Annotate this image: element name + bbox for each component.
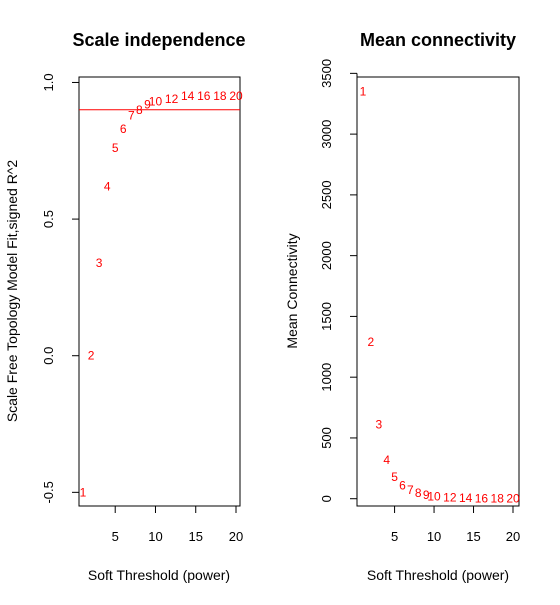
point-label-1: 1 <box>80 485 87 499</box>
scale-independence-panel: Scale independence 5 10 15 20 -0.50.00.51.0… <box>4 30 246 583</box>
y-axis: 0 500 1000 1500 2000 2500 3000 3500 <box>319 59 358 502</box>
point-label-16: 16 <box>197 89 211 103</box>
y-tick-label: -0.5 <box>41 481 56 503</box>
plot-frame <box>356 76 520 507</box>
point-label-2: 2 <box>368 335 375 349</box>
point-label-18: 18 <box>491 491 505 505</box>
x-tick-label: 20 <box>506 529 520 544</box>
y-tick-label: 3000 <box>319 120 334 149</box>
x-tick-label: 10 <box>427 529 441 544</box>
x-axis: 5 10 15 20 <box>391 505 520 544</box>
point-label-8: 8 <box>415 486 422 500</box>
point-label-18: 18 <box>213 89 227 103</box>
point-label-12: 12 <box>165 92 179 106</box>
point-label-3: 3 <box>96 256 103 270</box>
point-label-2: 2 <box>88 349 95 363</box>
point-label-9: 9 <box>423 488 430 502</box>
y-tick-label: 0.0 <box>41 347 56 365</box>
point-label-8: 8 <box>136 103 143 117</box>
x-tick-label: 15 <box>466 529 480 544</box>
point-label-14: 14 <box>459 491 473 505</box>
point-label-14: 14 <box>181 89 195 103</box>
x-tick-label: 15 <box>189 529 203 544</box>
point-label-9: 9 <box>144 97 151 111</box>
y-tick-label: 2000 <box>319 241 334 270</box>
y-tick-label: 0 <box>319 495 334 502</box>
chart-title: Scale independence <box>72 30 245 50</box>
y-axis-label: Mean Connectivity <box>284 233 300 348</box>
mean-connectivity-panel: Mean connectivity 5 10 15 20 05001000150020… <box>284 30 520 583</box>
point-label-5: 5 <box>112 141 119 155</box>
y-tick-label: 0.5 <box>41 210 56 228</box>
y-tick-label: 1000 <box>319 363 334 392</box>
y-tick-label: 2500 <box>319 180 334 209</box>
point-label-4: 4 <box>104 179 111 193</box>
x-axis-label: Soft Threshold (power) <box>88 567 230 583</box>
point-label-6: 6 <box>120 122 127 136</box>
point-label-10: 10 <box>427 489 441 503</box>
x-axis-label: Soft Threshold (power) <box>367 567 509 583</box>
point-label-20: 20 <box>229 89 243 103</box>
point-label-1: 1 <box>360 85 367 99</box>
x-tick-label: 10 <box>148 529 162 544</box>
y-axis: -0.5 0.0 0.5 1.0 <box>41 73 80 504</box>
x-tick-label: 5 <box>391 529 398 544</box>
point-label-6: 6 <box>399 478 406 492</box>
x-axis: 5 10 15 20 <box>112 505 243 544</box>
point-label-3: 3 <box>375 418 382 432</box>
plot-frame <box>78 76 241 507</box>
y-axis-label: Scale Free Topology Model Fit,signed R^2 <box>4 160 20 423</box>
y-tick-label: 1500 <box>319 302 334 331</box>
point-label-7: 7 <box>407 483 414 497</box>
point-label-7: 7 <box>128 108 135 122</box>
y-tick-label: 500 <box>319 427 334 449</box>
chart-title: Mean connectivity <box>360 30 516 50</box>
point-label-20: 20 <box>506 492 520 506</box>
x-tick-label: 20 <box>229 529 243 544</box>
y-tick-label: 1.0 <box>41 73 56 91</box>
point-label-5: 5 <box>391 470 398 484</box>
point-label-10: 10 <box>149 95 163 109</box>
y-tick-label: 3500 <box>319 59 334 88</box>
point-label-12: 12 <box>443 490 457 504</box>
point-label-16: 16 <box>475 491 489 505</box>
point-label-4: 4 <box>383 453 390 467</box>
x-tick-label: 5 <box>112 529 119 544</box>
